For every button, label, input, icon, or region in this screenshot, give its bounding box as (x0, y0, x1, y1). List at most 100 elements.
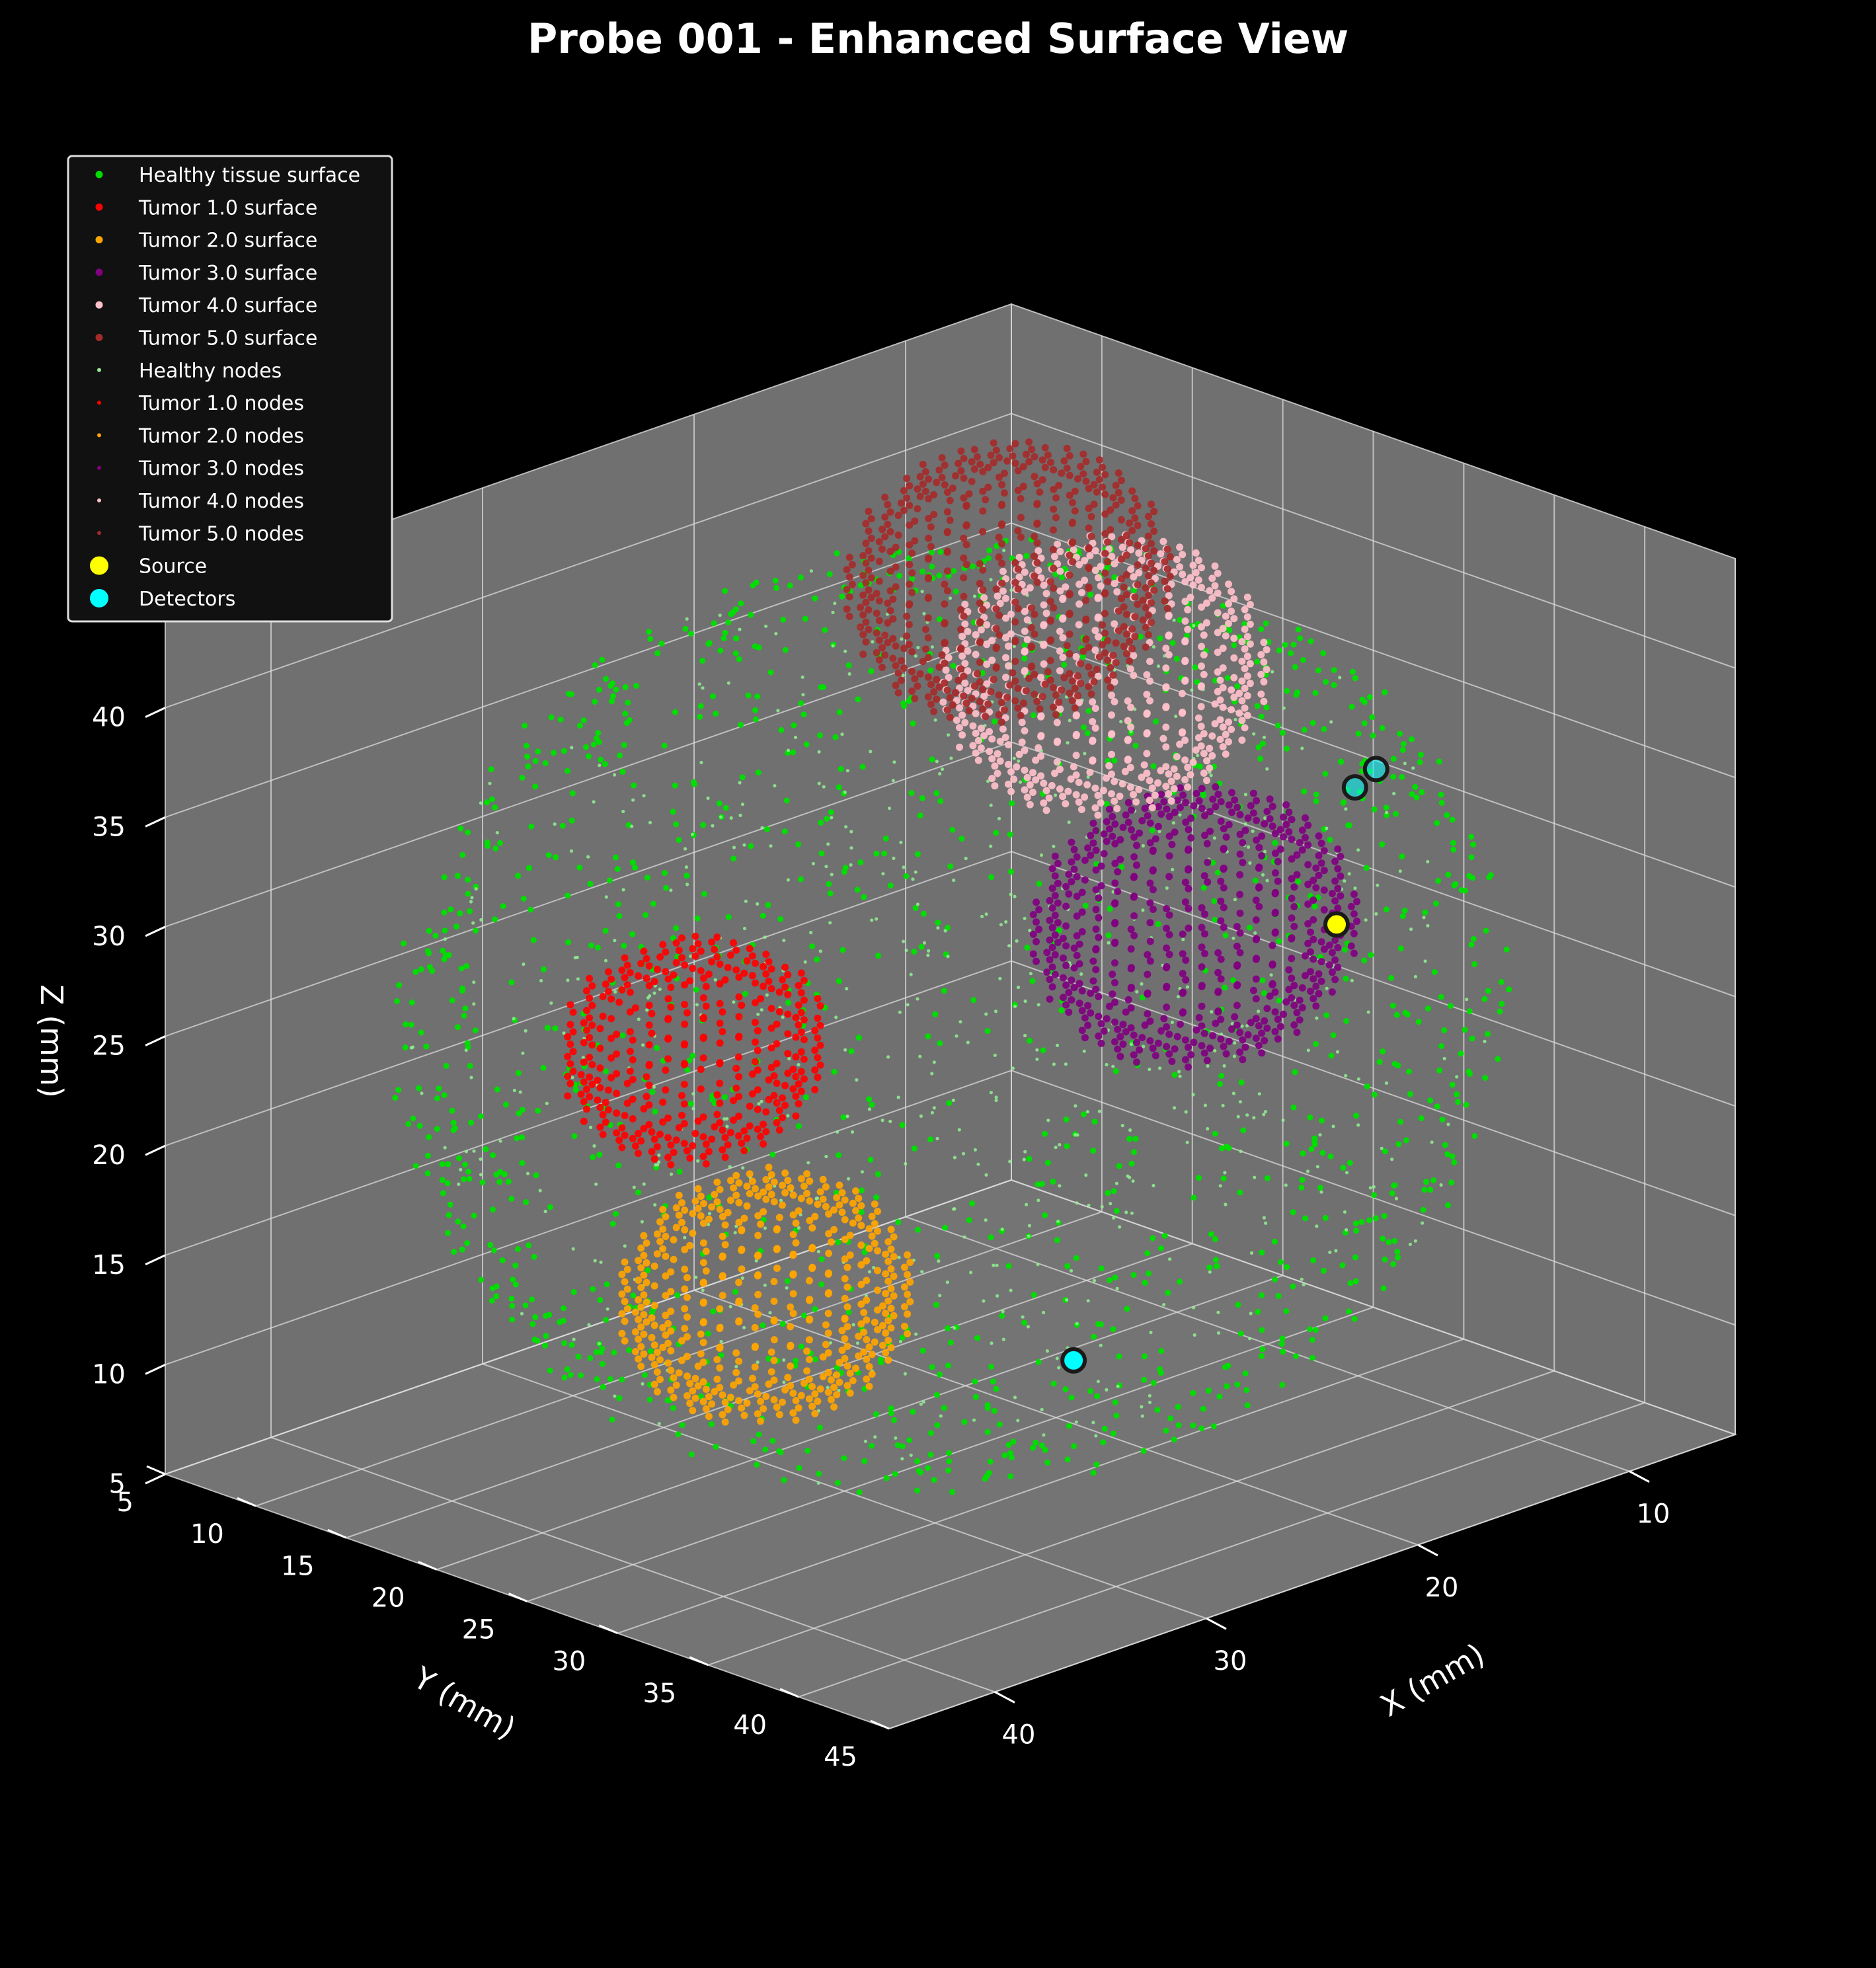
healthy-surface-point (927, 1136, 934, 1143)
healthy-node-point (1055, 1043, 1060, 1047)
healthy-node-point (1430, 1140, 1434, 1144)
healthy-node-point (1245, 1113, 1249, 1117)
tumor-3-0-surface-point (1331, 857, 1339, 865)
tumor-2-0-surface-point (871, 1338, 879, 1346)
tumor-1-0-surface-point (626, 968, 634, 976)
tumor-1-0-surface-point (699, 1054, 707, 1062)
x-tick-mark (1206, 1617, 1227, 1630)
tumor-4-0-surface-point (1056, 766, 1064, 773)
tumor-2-0-surface-point (833, 1391, 841, 1399)
tumor-4-0-surface-point (961, 679, 969, 687)
tumor-4-0-surface-point (988, 775, 996, 783)
healthy-surface-point (603, 676, 609, 682)
tumor-5-0-surface-point (935, 466, 943, 474)
healthy-surface-point (457, 910, 463, 917)
tumor-3-0-surface-point (1198, 1022, 1206, 1030)
healthy-surface-point (1112, 1275, 1118, 1280)
tumor-5-0-surface-point (946, 713, 954, 721)
tumor-1-0-surface-point (773, 1060, 781, 1068)
healthy-node-point (1075, 1133, 1079, 1137)
healthy-surface-point (718, 1352, 724, 1358)
healthy-surface-point (1399, 773, 1405, 780)
healthy-surface-point (468, 1119, 475, 1126)
tumor-3-0-surface-point (1285, 828, 1293, 836)
healthy-surface-point (1449, 1082, 1456, 1088)
tumor-3-0-surface-point (1258, 832, 1266, 840)
tumor-2-0-surface-point (863, 1355, 871, 1363)
healthy-node-point (1035, 1048, 1039, 1052)
tumor-5-0-surface-point (1031, 453, 1038, 461)
tumor-4-0-surface-point (1192, 746, 1200, 754)
healthy-node-point (1079, 972, 1083, 976)
tumor-3-0-surface-point (1165, 852, 1173, 860)
healthy-surface-point (528, 823, 535, 830)
tumor-1-0-surface-point (613, 1109, 621, 1117)
tumor-5-0-surface-point (879, 644, 886, 652)
tumor-4-0-surface-point (1228, 686, 1235, 694)
tumor-2-0-surface-point (705, 1215, 713, 1223)
tumor-1-0-surface-point (580, 1098, 588, 1105)
tumor-3-0-surface-point (1179, 950, 1187, 958)
tumor-5-0-surface-point (1148, 559, 1155, 567)
tumor-3-0-surface-point (1114, 1025, 1122, 1033)
tumor-5-0-surface-point (1085, 683, 1093, 691)
tumor-4-0-surface-point (1108, 691, 1115, 699)
healthy-node-point (1257, 1009, 1261, 1013)
healthy-node-point (816, 1249, 820, 1253)
tumor-4-0-surface-point (1094, 633, 1102, 641)
tumor-4-0-surface-point (1113, 588, 1121, 596)
healthy-node-point (1021, 1315, 1025, 1319)
tumor-3-0-surface-point (1353, 918, 1361, 925)
tumor-5-0-surface-point (952, 689, 959, 697)
healthy-surface-point (676, 837, 682, 844)
healthy-surface-point (1113, 1068, 1119, 1074)
healthy-surface-point (836, 978, 842, 984)
tumor-1-0-surface-point (569, 1028, 577, 1036)
healthy-surface-point (1330, 1032, 1337, 1039)
tumor-3-0-surface-point (1252, 1015, 1260, 1023)
healthy-surface-point (1485, 988, 1491, 994)
tumor-1-0-surface-point (732, 1084, 740, 1092)
healthy-node-point (951, 1098, 955, 1102)
tumor-1-0-surface-point (643, 955, 650, 963)
healthy-node-point (589, 1125, 593, 1129)
healthy-surface-point (448, 906, 454, 913)
tumor-5-0-surface-point (960, 534, 968, 542)
tumor-1-0-surface-point (740, 1147, 748, 1155)
tumor-2-0-surface-point (824, 1290, 832, 1298)
tumor-5-0-surface-point (1050, 486, 1058, 493)
tumor-5-0-surface-point (974, 453, 981, 461)
tumor-5-0-surface-point (1120, 623, 1128, 631)
healthy-surface-point (597, 1297, 604, 1304)
healthy-node-point (1403, 762, 1407, 766)
healthy-surface-point (1368, 952, 1374, 959)
healthy-surface-point (716, 800, 723, 807)
tumor-1-0-surface-point (667, 984, 675, 992)
healthy-node-point (1455, 1075, 1459, 1079)
tumor-3-0-surface-point (1059, 954, 1067, 962)
healthy-surface-point (603, 1068, 609, 1075)
healthy-surface-point (606, 877, 613, 884)
tumor-4-0-surface-point (1241, 724, 1249, 732)
tumor-3-0-surface-point (1065, 871, 1073, 878)
healthy-node-point (867, 1270, 871, 1274)
healthy-node-point (410, 1045, 415, 1049)
tumor-4-0-surface-point (1184, 764, 1192, 771)
tumor-3-0-surface-point (1307, 988, 1314, 995)
healthy-node-point (763, 1283, 767, 1287)
tumor-2-0-surface-point (808, 1383, 816, 1390)
tumor-4-0-surface-point (977, 744, 985, 752)
healthy-surface-point (801, 711, 807, 718)
tumor-3-0-surface-point (1097, 1020, 1105, 1028)
tumor-3-0-surface-point (1261, 1037, 1269, 1044)
tumor-4-0-surface-point (1111, 678, 1118, 686)
tumor-4-0-surface-point (1124, 756, 1132, 764)
healthy-surface-point (1482, 1075, 1489, 1081)
tumor-5-0-surface-point (1077, 660, 1085, 668)
healthy-node-point (984, 1012, 988, 1016)
tumor-3-0-surface-point (1307, 968, 1314, 976)
tumor-4-0-surface-point (1238, 736, 1246, 744)
healthy-surface-point (780, 616, 787, 623)
healthy-surface-point (906, 698, 912, 705)
tumor-5-0-surface-point (897, 499, 905, 507)
